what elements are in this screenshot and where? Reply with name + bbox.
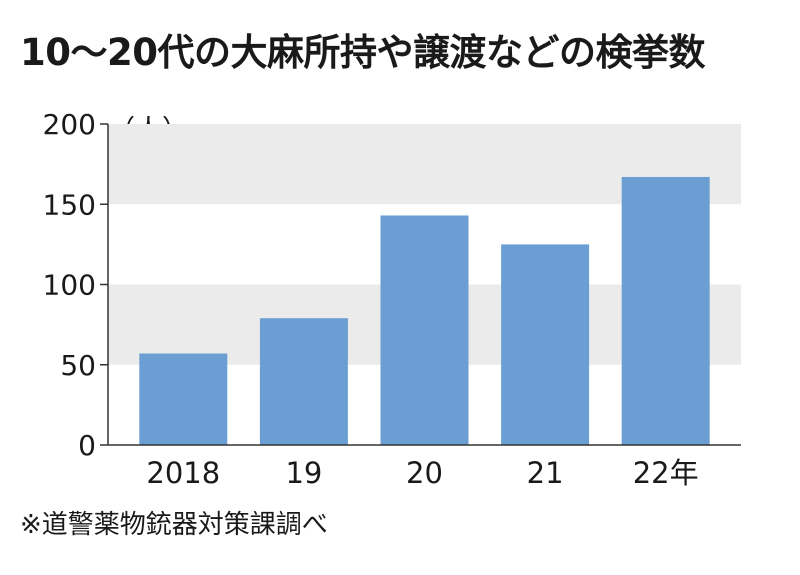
y-tick-labels: 0 50 100 150 200 (43, 108, 96, 462)
bar-2018 (139, 353, 228, 445)
source-note: ※道警薬物銃器対策課調べ (20, 510, 328, 540)
x-tick-label: 20 (406, 456, 443, 490)
bars (139, 176, 710, 445)
y-tick-label: 0 (78, 429, 96, 462)
y-tick-label: 50 (60, 349, 96, 382)
axes (100, 123, 741, 446)
bar-20 (380, 215, 469, 445)
x-tick-label: 19 (285, 456, 322, 490)
x-tick-label: 21 (527, 456, 564, 490)
x-tick-labels: 2018 19 20 21 22年 (146, 456, 698, 490)
y-tick-label: 200 (43, 108, 96, 141)
bar-22年 (621, 176, 710, 445)
x-tick-label: 22年 (633, 456, 699, 490)
x-tick-label: 2018 (146, 456, 220, 490)
y-tick-label: 150 (43, 188, 96, 221)
y-tick-label: 100 (43, 269, 96, 302)
chart-title: 10〜20代の大麻所持や譲渡などの検挙数 (20, 31, 705, 74)
bar-21 (501, 244, 590, 445)
bar-19 (259, 318, 348, 445)
